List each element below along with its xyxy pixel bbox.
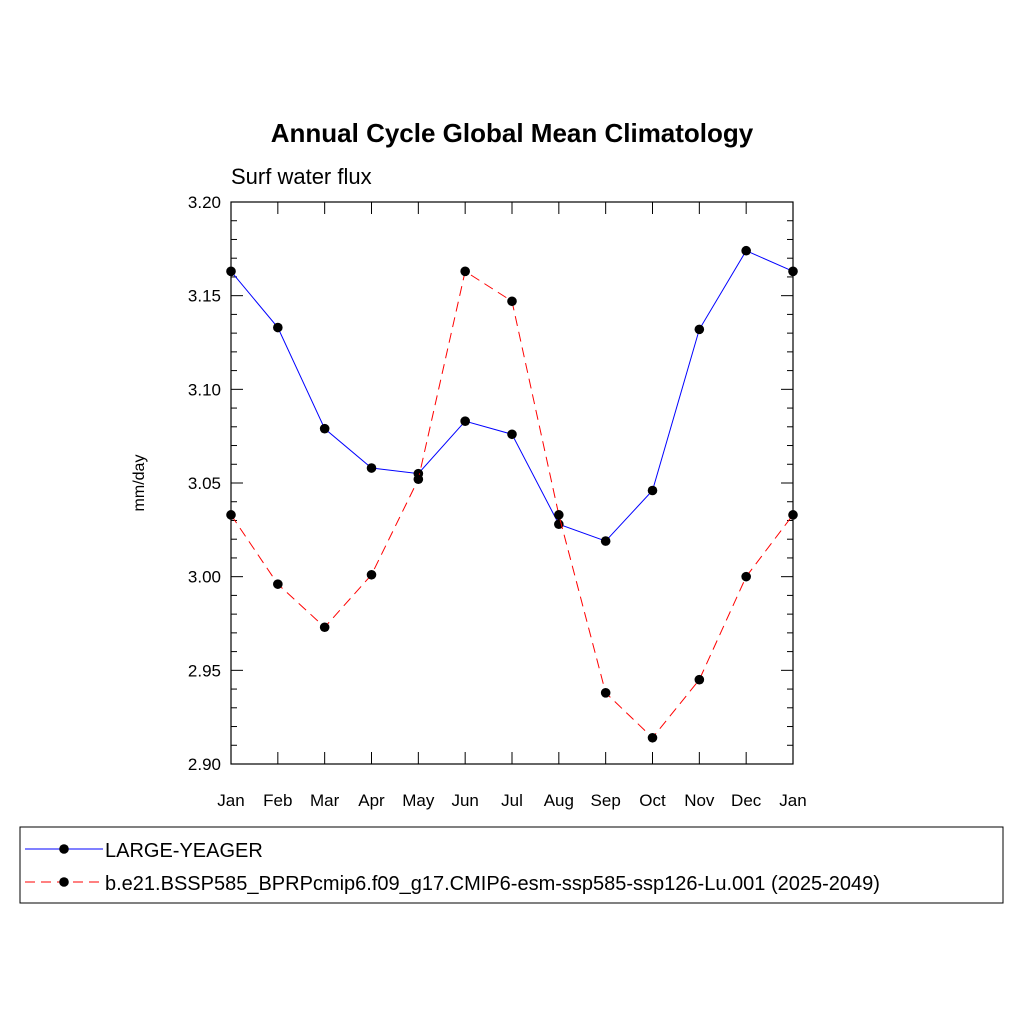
x-tick-label: Jun	[451, 791, 478, 810]
x-tick-label: Sep	[591, 791, 621, 810]
y-tick-label: 2.90	[188, 755, 221, 774]
legend: LARGE-YEAGER b.e21.BSSP585_BPRPcmip6.f09…	[19, 826, 1004, 904]
series-0-point	[507, 429, 517, 440]
x-tick-label: Dec	[731, 791, 762, 810]
series-0-point	[460, 416, 470, 426]
series-1-point	[694, 674, 705, 685]
series-0-point	[273, 322, 283, 333]
series-1-point	[273, 579, 283, 589]
y-axis-label: mm/day	[131, 455, 148, 512]
y-tick-label: 2.95	[188, 661, 221, 680]
x-tick-label: May	[402, 791, 435, 810]
series-0-point	[741, 245, 751, 256]
chart-title: Annual Cycle Global Mean Climatology	[271, 118, 754, 148]
legend-marker-large-yeager	[59, 844, 69, 854]
y-tick-label: 3.00	[188, 568, 221, 587]
x-tick-label: Jan	[779, 791, 806, 810]
series-0-point	[600, 536, 611, 546]
x-tick-label: Feb	[263, 791, 292, 810]
series-1-point	[413, 474, 424, 485]
series-1-point	[366, 569, 377, 580]
x-tick-label: Apr	[358, 791, 385, 810]
legend-box	[19, 826, 1004, 904]
y-tick-label: 3.05	[188, 474, 221, 493]
series-0-point	[647, 485, 658, 496]
series-layer	[226, 245, 798, 743]
series-1-point	[647, 732, 658, 743]
legend-label-large-yeager: LARGE-YEAGER	[105, 840, 263, 862]
series-1-point	[460, 266, 470, 277]
x-tick-label: Nov	[684, 791, 715, 810]
axis-ticks: 2.90 2.95 3.00 3.05 3.10 3.15 3.20 Jan Feb Mar Apr…	[188, 193, 807, 810]
series-1-point	[741, 571, 751, 582]
x-tick-label: Jan	[217, 791, 244, 810]
series-line-1	[230, 270, 794, 739]
series-0-point	[694, 324, 705, 335]
series-0-point	[366, 463, 377, 473]
x-tick-label: Mar	[310, 791, 340, 810]
series-1-point	[554, 510, 564, 520]
series-1-point	[507, 296, 517, 307]
plot-frame	[230, 201, 794, 765]
series-line-0	[230, 250, 794, 542]
y-tick-label: 3.20	[188, 193, 221, 212]
x-tick-label: Oct	[639, 791, 666, 810]
series-0-point	[554, 519, 564, 530]
x-tick-label: Jul	[501, 791, 523, 810]
y-tick-label: 3.10	[188, 380, 221, 399]
x-tick-label: Aug	[544, 791, 574, 810]
legend-marker-ssp	[59, 877, 69, 887]
chart-subtitle: Surf water flux	[231, 164, 372, 189]
legend-label-ssp: b.e21.BSSP585_BPRPcmip6.f09_g17.CMIP6-es…	[105, 873, 880, 895]
y-tick-label: 3.15	[188, 287, 221, 306]
series-1-point	[319, 622, 330, 633]
series-1-point	[600, 688, 611, 698]
series-0-point	[319, 423, 330, 434]
